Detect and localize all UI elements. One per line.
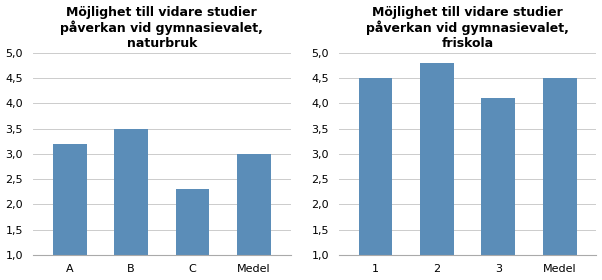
Bar xyxy=(420,63,454,255)
Bar xyxy=(114,129,148,255)
Bar xyxy=(482,98,515,255)
Title: Möjlighet till vidare studier
påverkan vid gymnasievalet,
friskola: Möjlighet till vidare studier påverkan v… xyxy=(366,6,569,50)
Title: Möjlighet till vidare studier
påverkan vid gymnasievalet,
naturbruk: Möjlighet till vidare studier påverkan v… xyxy=(60,6,263,50)
Bar xyxy=(359,78,393,255)
Bar xyxy=(543,78,577,255)
Bar xyxy=(176,189,209,255)
Bar xyxy=(53,144,87,255)
Bar xyxy=(237,154,271,255)
